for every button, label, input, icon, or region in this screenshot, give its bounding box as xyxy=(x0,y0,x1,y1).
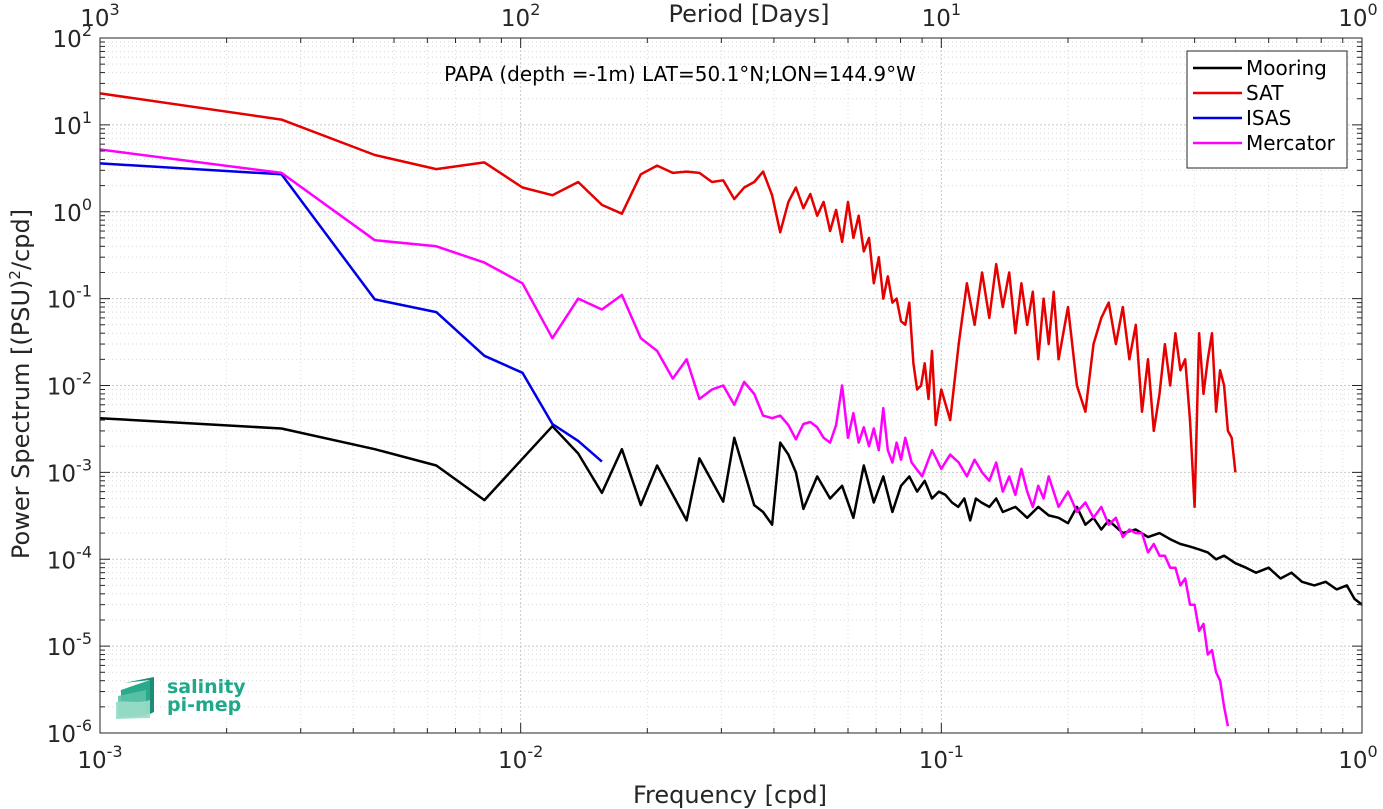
salinity-pi-mep-logo: salinity pi-mep xyxy=(116,676,246,719)
y-axis-title: Power Spectrum [(PSU)2/cpd] xyxy=(6,209,35,559)
axis-ticks xyxy=(99,37,1363,734)
x-tick-label: 10-1 xyxy=(919,742,964,774)
series-line-sat xyxy=(100,92,1237,509)
legend-label-isas: ISAS xyxy=(1246,106,1291,130)
x-tick-label: 100 xyxy=(1338,742,1377,774)
y-axis-title-base: Power Spectrum [(PSU) xyxy=(7,280,35,559)
y-tick-label: 102 xyxy=(53,21,92,53)
plot-area xyxy=(100,38,1362,733)
series-line-mooring xyxy=(100,416,1362,606)
y-tick-label: 10-6 xyxy=(47,716,92,748)
top-tick-label: 100 xyxy=(1338,0,1377,32)
y-tick-label: 101 xyxy=(53,108,92,140)
top-tick-label: 103 xyxy=(80,0,119,32)
x-axis-title: Frequency [cpd] xyxy=(633,781,827,809)
y-tick-label: 10-5 xyxy=(47,629,92,661)
y-tick-label: 10-2 xyxy=(47,369,92,401)
top-tick-label: 102 xyxy=(501,0,540,32)
y-tick-label: 10-1 xyxy=(47,282,92,314)
series-line-isas xyxy=(100,162,603,463)
legend-label-mooring: Mooring xyxy=(1246,56,1327,80)
y-tick-label: 100 xyxy=(53,195,92,227)
legend-label-mercator: Mercator xyxy=(1246,131,1336,155)
logo-text-pi-mep: pi-mep xyxy=(167,694,241,716)
y-tick-label: 10-4 xyxy=(47,542,92,574)
top-axis-title: Period [Days] xyxy=(668,0,829,28)
series-line-mercator xyxy=(100,148,1230,727)
chart-title: PAPA (depth =-1m) LAT=50.1°N;LON=144.9°W xyxy=(444,62,916,86)
series-layer xyxy=(100,92,1362,727)
logo-mark-icon xyxy=(116,677,154,719)
x-tick-label: 10-2 xyxy=(498,742,543,774)
y-axis-title-tail: /cpd] xyxy=(7,209,35,270)
legend-label-sat: SAT xyxy=(1246,81,1284,105)
logo-text-salinity: salinity xyxy=(167,676,246,698)
y-axis-title-sup: 2 xyxy=(6,270,24,280)
top-tick-label: 101 xyxy=(922,0,961,32)
x-tick-label: 10-3 xyxy=(77,742,122,774)
y-tick-label: 10-3 xyxy=(47,455,92,487)
legend-box xyxy=(1186,50,1348,169)
